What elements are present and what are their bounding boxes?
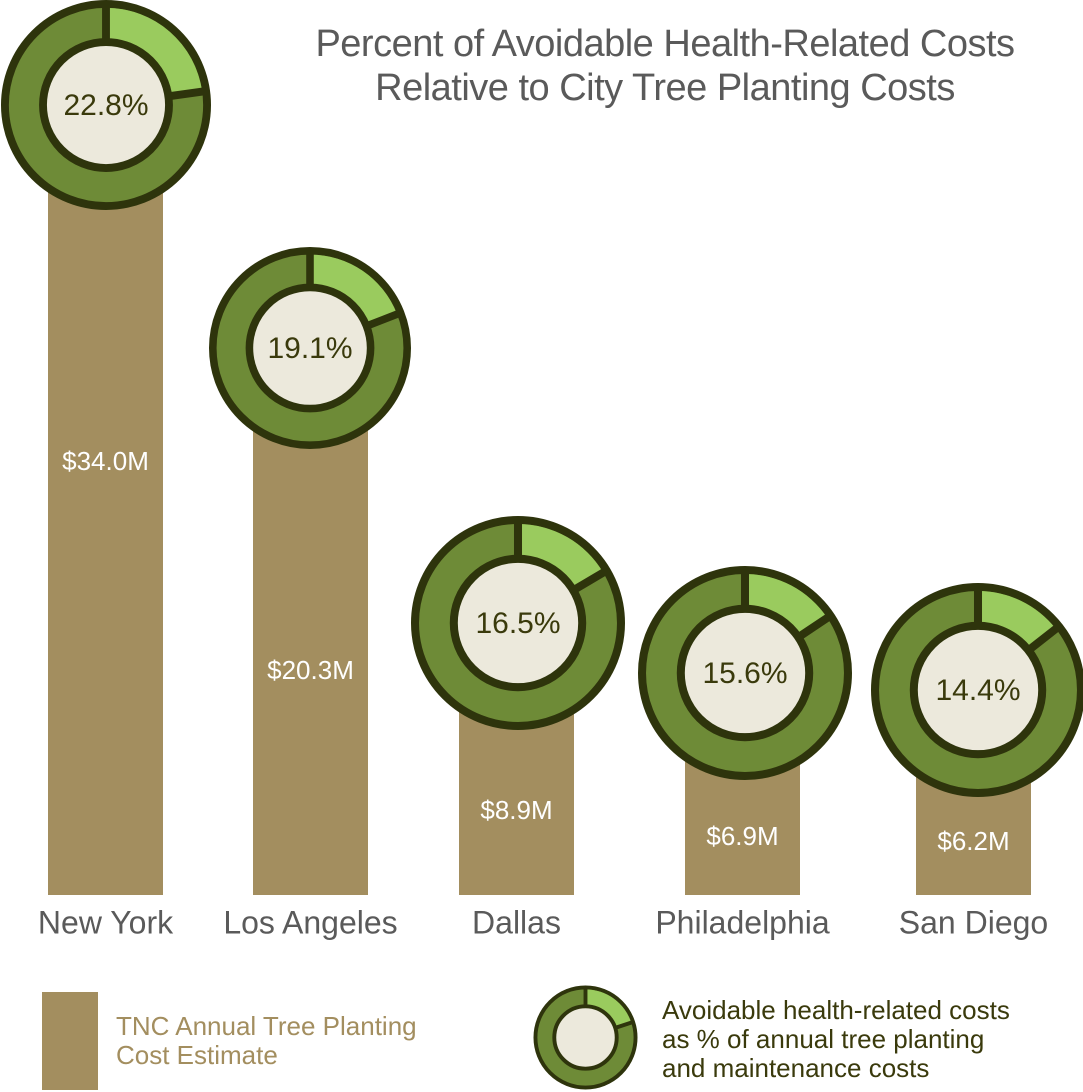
category-label-philadelphia: Philadelphia [655, 904, 830, 940]
legend-bar-label-line-2: Cost Estimate [116, 1040, 278, 1070]
category-label-san-diego: San Diego [899, 904, 1048, 940]
donut-san-diego-center [909, 621, 1047, 759]
donut-philadelphia: 15.6% [638, 566, 853, 781]
donut-new-york-highlight-slice [106, 7, 203, 97]
donuts-layer: 22.8% 19.1% 16.5% 15.6% 14.4% [1, 0, 1083, 797]
legend-donut-icon [533, 985, 638, 1090]
donut-philadelphia-divider-end [796, 612, 833, 641]
donut-los-angeles-divider-end [365, 309, 402, 330]
donut-percent-label-dallas: 16.5% [475, 607, 560, 640]
legend-bar-label-line-1: TNC Annual Tree Planting [116, 1011, 417, 1041]
donut-los-angeles-highlight-slice [310, 254, 398, 327]
bar-value-label-new-york: $34.0M [62, 446, 149, 476]
legend-bar-swatch [42, 992, 98, 1090]
donut-dallas-highlight-slice [518, 524, 604, 591]
category-label-los-angeles: Los Angeles [223, 904, 397, 940]
legend-donut-label-line-1: Avoidable health-related costs [662, 995, 1010, 1025]
donut-percent-label-san-diego: 14.4% [935, 674, 1020, 707]
donut-dallas: 16.5% [411, 516, 626, 731]
bar-value-label-san-diego: $6.2M [937, 826, 1009, 856]
legend-donut-shape [533, 985, 638, 1090]
donut-new-york-center [39, 38, 173, 172]
donut-san-diego: 14.4% [871, 583, 1083, 797]
donut-dallas-divider-end [571, 567, 609, 594]
legend-donut-divider-end [614, 1020, 634, 1030]
chart-title: Percent of Avoidable Health-Related Cost… [250, 22, 1080, 110]
donut-new-york-divider-end [167, 87, 207, 101]
legend-donut-center [552, 1004, 619, 1071]
legend-donut-label: Avoidable health-related costs as % of a… [662, 996, 1010, 1083]
chart-title-line-1: Percent of Avoidable Health-Related Cost… [315, 23, 1015, 65]
donut-new-york: 22.8% [1, 0, 211, 210]
donut-philadelphia-highlight-slice [745, 574, 828, 638]
donut-san-diego-highlight-slice [978, 591, 1056, 651]
category-label-dallas: Dallas [472, 904, 561, 940]
legend-bar-label: TNC Annual Tree Planting Cost Estimate [116, 1012, 417, 1070]
bar-value-label-dallas: $8.9M [480, 795, 552, 825]
donut-percent-label-los-angeles: 19.1% [267, 332, 352, 365]
legend-donut-label-line-2: as % of annual tree planting [662, 1024, 985, 1054]
labels-layer: $34.0M New York $20.3M Los Angeles $8.9M Dall… [38, 446, 1048, 941]
bar-value-label-los-angeles: $20.3M [267, 655, 354, 685]
donut-philadelphia-center [676, 604, 814, 742]
bar-new-york [48, 105, 163, 895]
donut-los-angeles: 19.1% [209, 247, 412, 450]
donut-dallas-center [449, 554, 587, 692]
bars-layer [48, 105, 1031, 895]
chart-title-line-2: Relative to City Tree Planting Costs [375, 67, 955, 109]
legend-donut-highlight-slice [585, 989, 632, 1028]
legend-donut-label-line-3: and maintenance costs [662, 1053, 930, 1083]
category-label-new-york: New York [38, 904, 174, 940]
donut-percent-label-new-york: 22.8% [63, 89, 148, 122]
donut-los-angeles-center [245, 283, 375, 413]
donut-percent-label-philadelphia: 15.6% [702, 657, 787, 690]
donut-san-diego-divider-end [1026, 623, 1062, 654]
bar-value-label-philadelphia: $6.9M [706, 821, 778, 851]
